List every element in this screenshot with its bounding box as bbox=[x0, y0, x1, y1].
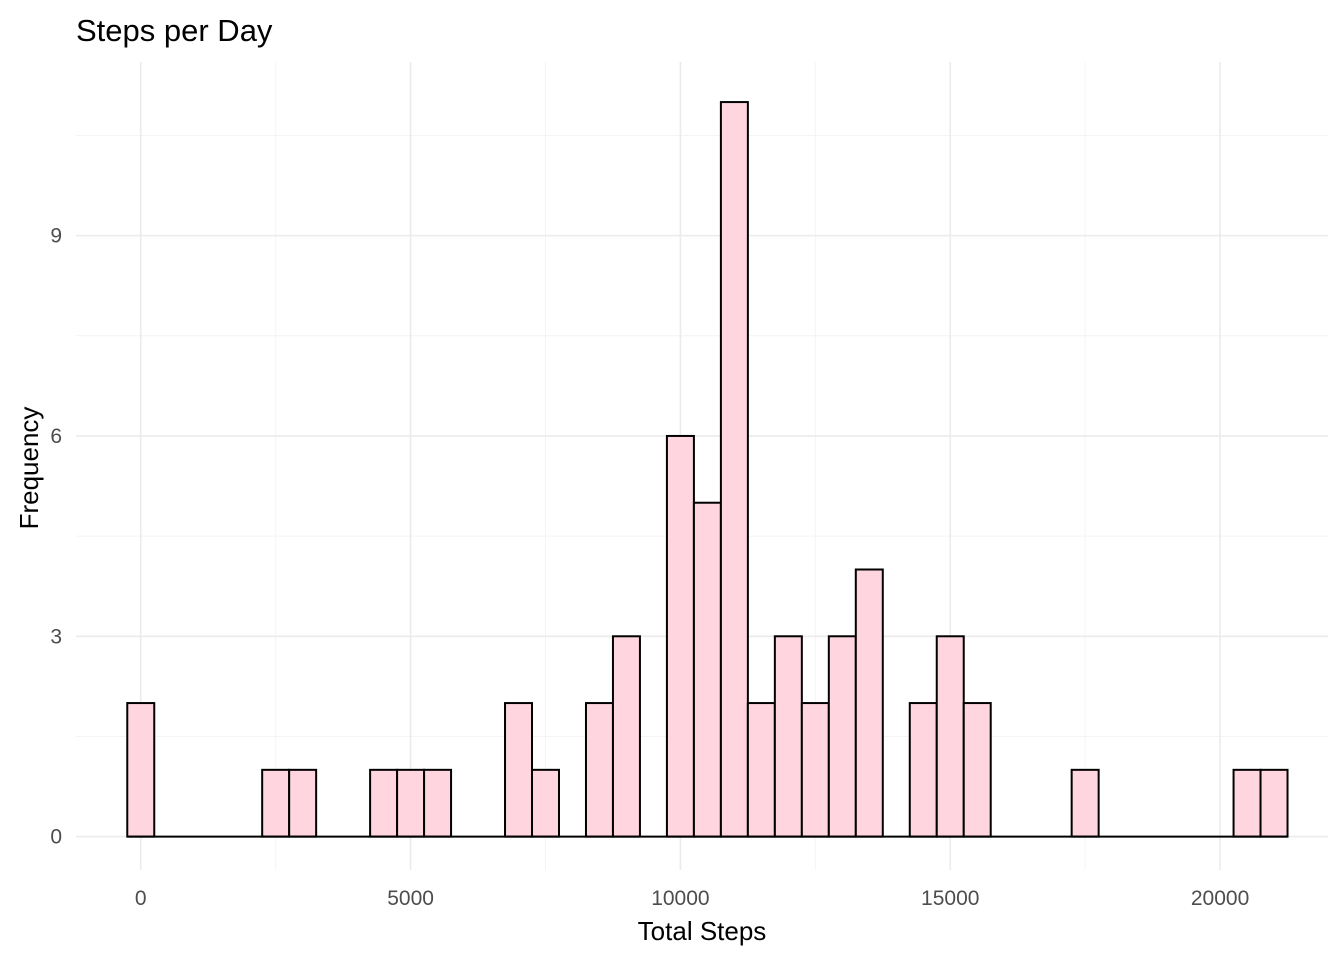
histogram-bar bbox=[1259, 768, 1289, 838]
y-tick-label: 9 bbox=[50, 225, 62, 248]
histogram-bar bbox=[1070, 768, 1100, 838]
chart-title: Steps per Day bbox=[76, 13, 273, 48]
histogram-bar bbox=[611, 635, 641, 838]
x-tick-label: 20000 bbox=[1191, 887, 1249, 910]
histogram-bar bbox=[531, 768, 560, 838]
histogram-bar bbox=[1232, 768, 1262, 838]
x-tick-label: 10000 bbox=[651, 887, 709, 910]
y-tick-label: 3 bbox=[50, 625, 62, 648]
x-tick-label: 15000 bbox=[921, 887, 979, 910]
histogram-bar bbox=[423, 768, 453, 838]
histogram-bar bbox=[719, 101, 749, 838]
x-tick-label: 5000 bbox=[387, 887, 434, 910]
histogram-bar bbox=[773, 635, 803, 838]
y-axis-title: Frequency bbox=[14, 407, 44, 530]
histogram-bar bbox=[854, 568, 884, 838]
y-tick-label: 6 bbox=[50, 425, 62, 448]
histogram-bar bbox=[746, 702, 776, 838]
histogram-bar bbox=[396, 768, 426, 838]
bars bbox=[126, 101, 1289, 838]
histogram-bar bbox=[827, 635, 857, 838]
x-axis-ticks: 0 5000 10000 15000 20000 bbox=[135, 887, 1249, 910]
histogram-bar bbox=[908, 702, 938, 838]
histogram-bar bbox=[962, 702, 992, 838]
x-axis-title: Total Steps bbox=[638, 916, 767, 946]
histogram-bar bbox=[935, 635, 965, 838]
histogram-bar bbox=[800, 702, 830, 838]
histogram-bar bbox=[692, 501, 722, 838]
histogram-bar bbox=[261, 768, 291, 838]
y-axis-ticks: 0 3 6 9 bbox=[50, 225, 62, 849]
histogram-bar bbox=[584, 702, 614, 838]
histogram-bar bbox=[504, 702, 534, 838]
histogram-bar bbox=[369, 768, 399, 838]
histogram-bar bbox=[288, 768, 318, 838]
x-tick-label: 0 bbox=[135, 887, 147, 910]
histogram-bar bbox=[665, 434, 695, 838]
y-tick-label: 0 bbox=[50, 826, 62, 849]
histogram-bar bbox=[126, 702, 156, 838]
